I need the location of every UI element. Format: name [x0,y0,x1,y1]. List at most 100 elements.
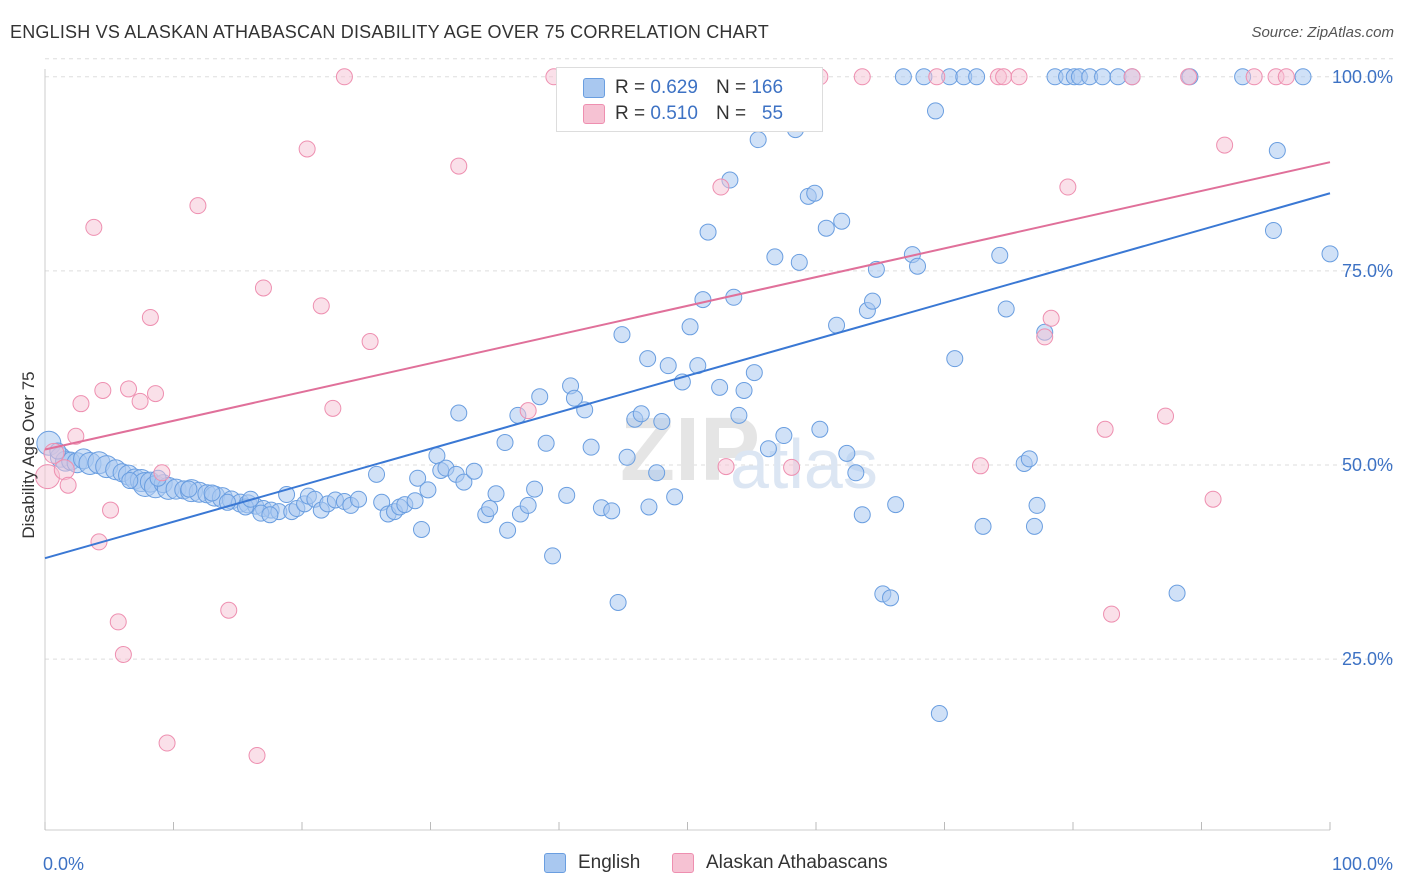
english-point [946,350,964,368]
alaskan-point [114,646,132,664]
alaskan-point [189,197,207,215]
english-point [499,521,517,539]
alaskan-point [312,297,330,315]
english-point [1020,450,1038,468]
english-point [699,223,717,241]
x-tick-label: 0.0% [43,854,84,874]
english-point [618,448,636,466]
legend-row-english: R = 0.629 N = 166 [583,77,823,99]
english-point [811,420,829,438]
alaskan-point [712,178,730,196]
english-point [775,427,793,445]
legend-swatch-english [583,78,605,98]
y-axis-label: Disability Age Over 75 [19,371,38,538]
english-point [659,357,677,375]
english-point [261,506,279,524]
alaskan-point [783,458,801,476]
english-point [481,500,499,518]
english-point [609,593,627,611]
english-point [681,318,699,336]
series-legend-english: English [544,852,640,874]
alaskan-point [361,333,379,351]
legend-r-label: R = [615,103,646,124]
alaskan-point [1245,68,1263,86]
english-point [487,485,505,503]
english-point [496,434,514,452]
alaskan-point [1277,68,1295,86]
english-point [218,493,236,511]
series-swatch-alaskan [672,853,694,873]
english-point [766,248,784,266]
alaskan-point [67,427,85,445]
alaskan-point [59,476,77,494]
english-point [749,131,767,149]
english-point [1294,68,1312,86]
alaskan-point [335,68,353,86]
alaskan-point [1042,309,1060,327]
english-point [838,444,856,462]
alaskan-point [102,501,120,519]
alaskan-trend-line [44,161,1331,451]
y-tick-label: 100.0% [1332,67,1393,87]
english-point [745,364,763,382]
alaskan-point [147,385,165,403]
alaskan-point [254,279,272,297]
english-point [1025,517,1043,535]
english-point [997,300,1015,318]
english-point [882,589,900,607]
english-point [565,389,583,407]
series-label-english: English [578,852,641,873]
english-point [1264,222,1282,240]
alaskan-point [1103,605,1121,623]
english-point [519,496,537,514]
english-point [648,464,666,482]
chart-title: ENGLISH VS ALASKAN ATHABASCAN DISABILITY… [10,22,769,42]
legend-n-label: N = [715,103,747,124]
english-point [759,440,777,458]
english-point [1168,584,1186,602]
alaskan-point [928,68,946,86]
series-swatch-english [544,853,566,873]
alaskan-point [324,399,342,417]
english-point [1028,496,1046,514]
english-point [894,68,912,86]
english-point [930,705,948,723]
y-tick-label: 50.0% [1342,455,1393,475]
legend-n-value: 55 [761,103,784,124]
alaskan-point [1204,490,1222,508]
english-point [406,492,424,510]
legend-n-value: 166 [751,77,784,98]
english-point [558,486,576,504]
english-point [1094,68,1112,86]
english-point [450,404,468,422]
alaskan-point [85,218,103,236]
english-point [666,488,684,506]
grid [45,58,1395,660]
english-point [806,184,824,202]
english-point [833,212,851,230]
english-point [544,547,562,565]
alaskan-point [53,459,75,481]
english-point [864,292,882,310]
english-point [455,473,473,491]
english-point [640,498,658,516]
watermark-atlas: atlas [730,425,878,503]
english-point [1321,245,1339,263]
alaskan-point [72,395,90,413]
english-point [909,257,927,275]
english-point [853,506,871,524]
alaskan-point [450,157,468,175]
english-point [847,464,865,482]
alaskan-point [131,392,149,410]
english-point [350,490,368,508]
alaskan-point [298,140,316,158]
alaskan-point [519,402,537,420]
english-points [36,68,1339,723]
alaskan-point [717,458,735,476]
english-point [817,219,835,237]
english-point [694,291,712,309]
series-legend-alaskan: Alaskan Athabascans [672,852,888,874]
alaskan-point [853,68,871,86]
english-point [368,465,386,483]
